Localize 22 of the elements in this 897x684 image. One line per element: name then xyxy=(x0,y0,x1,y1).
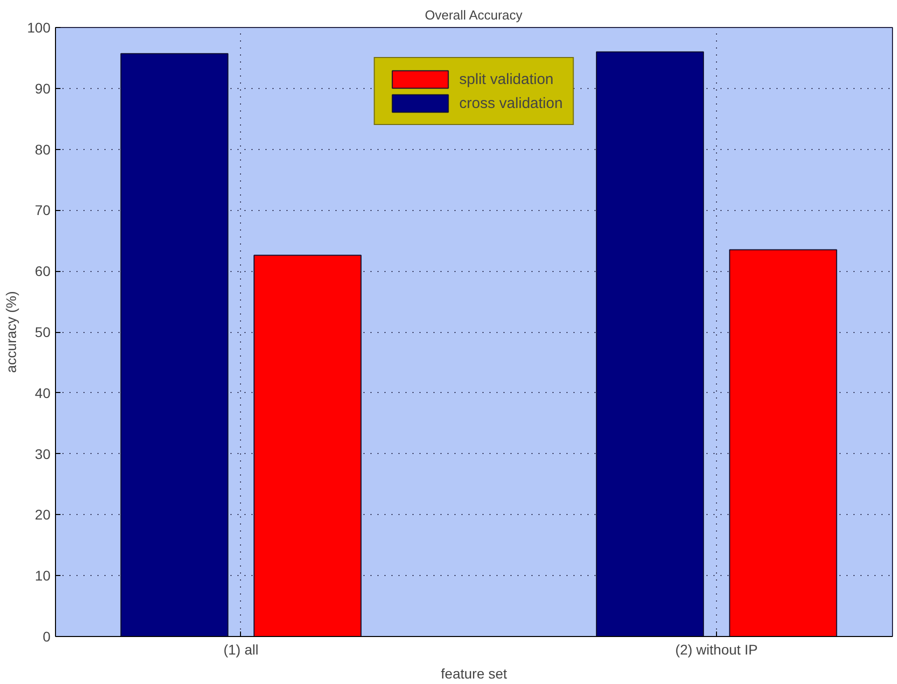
x-tick-label: (1) all xyxy=(223,642,258,658)
y-tick-label: 30 xyxy=(34,446,51,462)
y-tick-label: 40 xyxy=(34,384,51,401)
bar xyxy=(596,51,704,636)
legend-label: cross validation xyxy=(459,94,563,112)
y-tick-label: 50 xyxy=(34,324,51,340)
bar xyxy=(120,53,228,636)
y-tick-label: 10 xyxy=(34,568,51,584)
bar xyxy=(729,249,838,636)
x-axis-title: feature set xyxy=(440,666,508,682)
x-tick-label: (2) without IP xyxy=(675,642,758,658)
y-tick-label: 70 xyxy=(34,202,51,218)
y-tick-label: 0 xyxy=(42,628,51,644)
legend-label: split validation xyxy=(459,70,554,88)
bar xyxy=(254,254,362,636)
y-tick-label: 80 xyxy=(34,141,51,158)
y-tick-label: 20 xyxy=(34,506,51,523)
y-tick-label: 90 xyxy=(34,80,51,96)
chart-title: Overall Accuracy xyxy=(424,8,523,22)
y-axis-title: accuracy (%) xyxy=(3,291,20,373)
y-tick-label: 60 xyxy=(34,263,51,280)
y-tick-label: 100 xyxy=(27,20,51,36)
